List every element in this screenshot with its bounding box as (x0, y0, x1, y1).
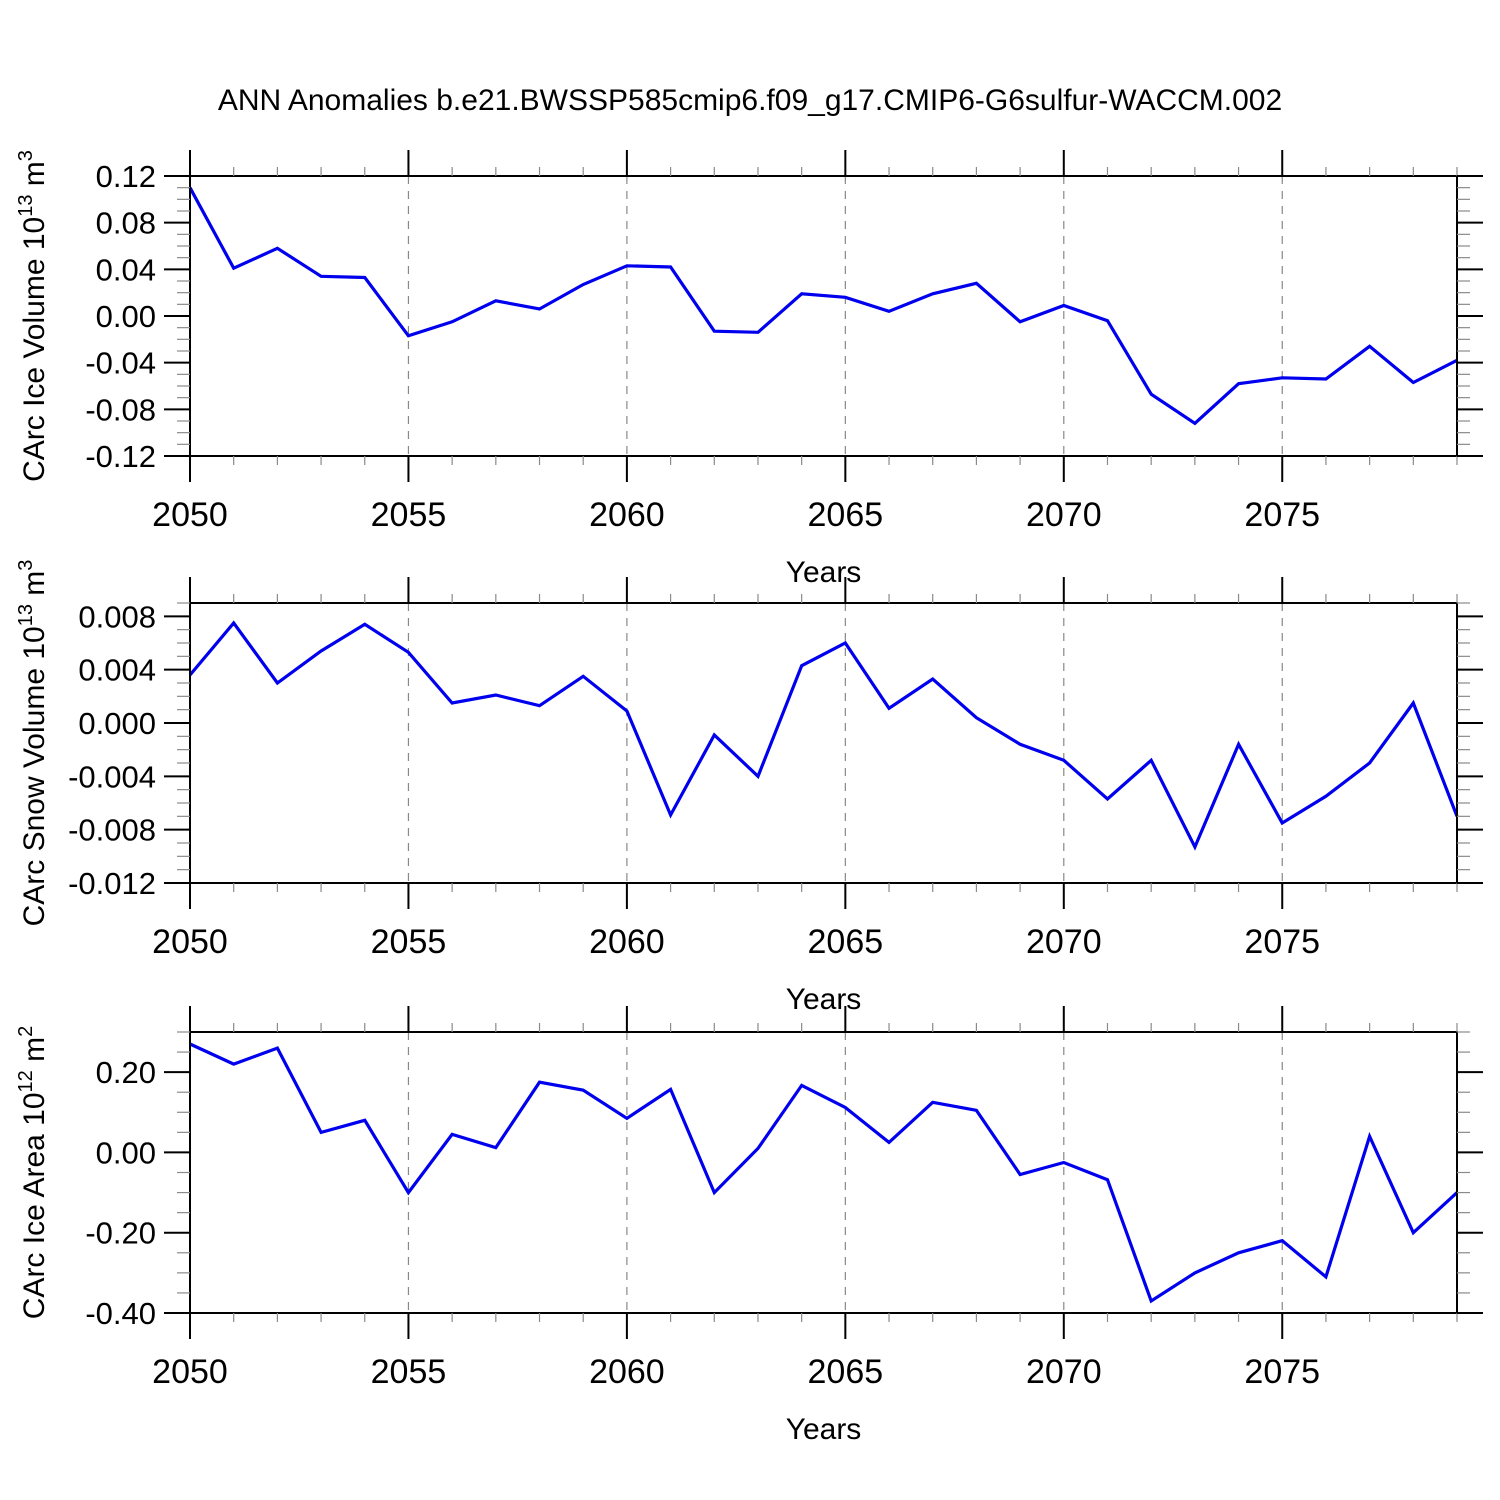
data-line (189, 1042, 1459, 1304)
x-tick-label: 2055 (371, 496, 447, 534)
y-tick-label: -0.40 (85, 1296, 156, 1331)
axis-title-y: CArc Ice Area 1012 m2 (15, 1026, 51, 1319)
x-tick-label: 2070 (1026, 496, 1102, 534)
y-tick-label: 0.000 (78, 706, 156, 741)
y-tick-label: -0.04 (85, 346, 156, 381)
y-tick-label: -0.008 (68, 813, 156, 848)
x-tick-label: 2070 (1026, 923, 1102, 961)
chart-panel-carc-ice-volume: 0.12 0.08 0.04 0.00 -0.04 -0.08 -0.12 2050 2055 2… (15, 150, 1483, 589)
chart-panel-carc-snow-volume: 0.008 0.004 0.000 -0.004 -0.008 -0.012 2050 205… (15, 560, 1483, 1016)
x-tick-label: 2065 (808, 496, 884, 534)
axis-title-x: Years (786, 556, 862, 589)
y-tick-label: -0.08 (85, 392, 156, 427)
chart-title: ANN Anomalies b.e21.BWSSP585cmip6.f09_g1… (217, 84, 1283, 117)
y-tick-label: 0.008 (78, 599, 156, 634)
chart-panel-carc-ice-area: 0.20 0.00 -0.20 -0.40 2050 2055 2060 2065 2070 20… (15, 1006, 1483, 1446)
x-tick-label: 2060 (589, 1353, 665, 1391)
x-tick-label: 2050 (152, 1353, 228, 1391)
plot-box (189, 1031, 1458, 1314)
x-tick-label: 2050 (152, 923, 228, 961)
y-tick-label: 0.00 (96, 299, 156, 334)
plot-box (189, 602, 1458, 884)
x-tick-label: 2050 (152, 496, 228, 534)
y-tick-label: 0.08 (96, 206, 156, 241)
axis-title-x: Years (786, 983, 862, 1016)
axis-title-x: Years (786, 1413, 862, 1446)
x-tick-label: 2075 (1244, 1353, 1320, 1391)
y-tick-label: -0.012 (68, 866, 156, 901)
x-tick-label: 2065 (808, 1353, 884, 1391)
axis-title-y: CArc Ice Volume 1013 m3 (15, 150, 51, 482)
x-tick-label: 2075 (1244, 496, 1320, 534)
axis-title-y: CArc Snow Volume 1013 m3 (15, 560, 51, 927)
x-tick-label: 2060 (589, 923, 665, 961)
plot-box (189, 175, 1458, 457)
x-tick-label: 2070 (1026, 1353, 1102, 1391)
data-line (188, 620, 1459, 851)
data-line (188, 186, 1458, 426)
x-tick-label: 2055 (371, 1353, 447, 1391)
x-tick-label: 2055 (371, 923, 447, 961)
y-tick-label: 0.20 (96, 1055, 156, 1090)
y-tick-label: 0.04 (96, 252, 156, 287)
y-tick-label: -0.004 (68, 759, 156, 794)
y-tick-label: 0.004 (78, 653, 156, 688)
x-tick-label: 2075 (1244, 923, 1320, 961)
y-tick-label: 0.00 (96, 1135, 156, 1170)
x-tick-label: 2065 (808, 923, 884, 961)
y-tick-label: -0.12 (85, 439, 156, 474)
y-tick-label: 0.12 (96, 159, 156, 194)
y-tick-label: -0.20 (85, 1216, 156, 1251)
x-tick-label: 2060 (589, 496, 665, 534)
